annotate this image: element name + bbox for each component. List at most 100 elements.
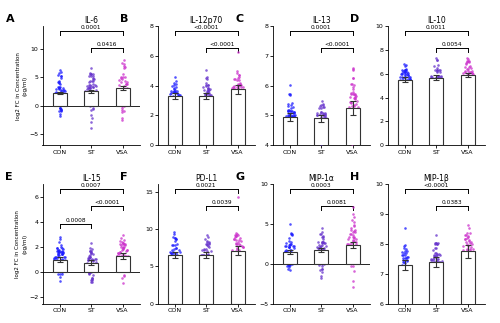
Point: [118, 97, 126, 102]
Point: [434, 62, 442, 67]
Point: [319, 256, 327, 261]
Point: [172, 238, 179, 243]
Point: [349, 131, 357, 136]
Point: [466, 77, 474, 82]
Point: [88, 100, 96, 105]
Bar: [84, 91, 98, 106]
Point: [88, 83, 96, 88]
Point: [432, 82, 440, 87]
Point: [458, 71, 466, 76]
Point: [348, 141, 356, 146]
Point: [316, 252, 324, 257]
Point: [400, 250, 408, 255]
Point: [284, 263, 292, 268]
Point: [463, 87, 471, 92]
Point: [436, 266, 444, 272]
Point: [347, 117, 355, 122]
Point: [58, 251, 66, 256]
Point: [459, 243, 467, 248]
Point: [290, 257, 298, 262]
Point: [290, 109, 298, 114]
Point: [168, 263, 176, 268]
Point: [286, 235, 294, 241]
Point: [404, 81, 412, 86]
Point: [467, 261, 475, 266]
Point: [349, 263, 357, 268]
Point: [123, 93, 131, 98]
Point: [202, 88, 210, 93]
Point: [284, 114, 292, 119]
Point: [318, 124, 326, 130]
Point: [285, 132, 293, 137]
Point: [284, 252, 292, 257]
Point: [118, 275, 126, 280]
Title: PD-L1: PD-L1: [195, 174, 218, 183]
Point: [239, 251, 247, 256]
Point: [58, 248, 66, 254]
Point: [54, 72, 62, 78]
Point: [318, 134, 326, 139]
Point: [287, 118, 295, 123]
Point: [54, 255, 62, 260]
Point: [401, 73, 409, 78]
Point: [85, 270, 93, 275]
Point: [288, 113, 296, 118]
Point: [86, 245, 94, 251]
Point: [236, 98, 244, 103]
Point: [120, 245, 128, 250]
Point: [346, 226, 354, 231]
Point: [431, 242, 439, 247]
Point: [352, 251, 360, 256]
Point: [286, 262, 294, 267]
Point: [202, 90, 209, 95]
Text: 0.0021: 0.0021: [196, 183, 216, 188]
Point: [321, 116, 329, 121]
Point: [85, 82, 93, 87]
Point: [430, 273, 438, 278]
Point: [346, 109, 354, 114]
Point: [200, 257, 207, 263]
Point: [55, 253, 63, 258]
Point: [55, 248, 63, 253]
Point: [235, 106, 243, 111]
Point: [56, 85, 64, 90]
Point: [348, 122, 356, 127]
Point: [320, 240, 328, 245]
Point: [204, 255, 212, 261]
Point: [290, 114, 298, 119]
Point: [60, 89, 68, 94]
Point: [350, 91, 358, 96]
Point: [234, 241, 241, 246]
Point: [206, 92, 214, 97]
Point: [430, 80, 438, 85]
Point: [53, 249, 61, 254]
Point: [235, 241, 243, 246]
Point: [55, 249, 63, 254]
Point: [236, 242, 244, 247]
Point: [54, 90, 62, 95]
Point: [86, 249, 94, 254]
Point: [202, 91, 209, 97]
Point: [120, 102, 128, 107]
Bar: [52, 93, 67, 106]
Point: [464, 85, 472, 90]
Point: [52, 94, 60, 99]
Point: [122, 247, 130, 253]
Point: [436, 268, 444, 273]
Point: [460, 79, 468, 84]
Point: [344, 251, 352, 256]
Point: [56, 259, 64, 264]
Point: [314, 113, 322, 118]
Point: [116, 258, 124, 263]
Point: [284, 257, 292, 262]
Bar: [199, 255, 214, 304]
Point: [232, 232, 240, 237]
Point: [204, 88, 212, 93]
Point: [230, 250, 238, 255]
Point: [167, 251, 175, 256]
Point: [466, 76, 474, 81]
Point: [88, 277, 96, 282]
Point: [205, 256, 213, 261]
Point: [428, 75, 436, 80]
Point: [86, 254, 94, 259]
